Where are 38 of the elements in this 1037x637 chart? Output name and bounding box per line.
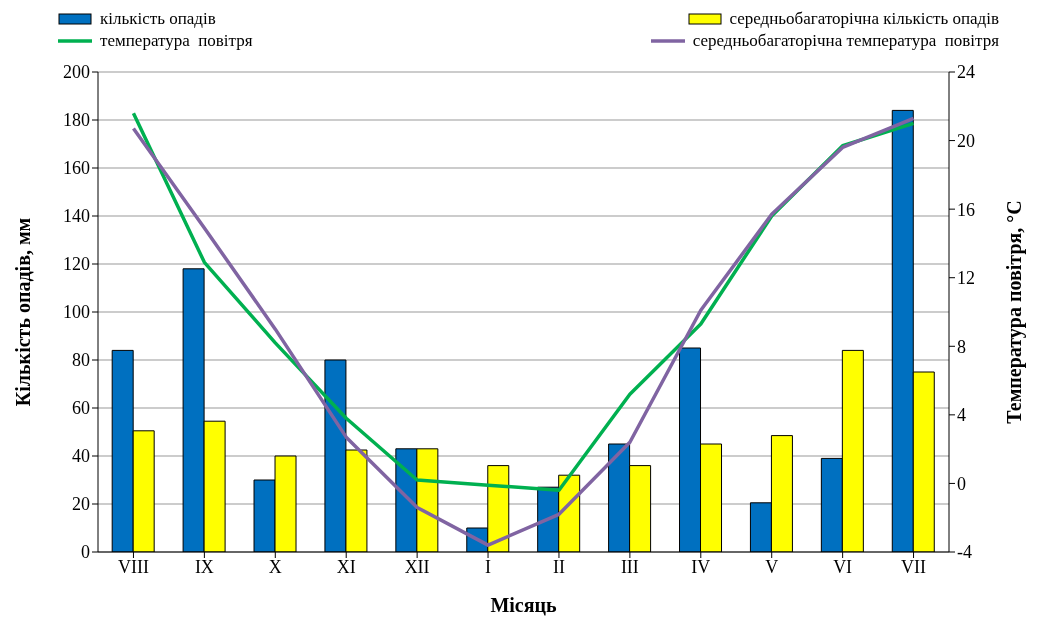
legend-label: температура повітря <box>100 31 253 51</box>
y2-tick-label: 8 <box>957 336 966 357</box>
y-tick-label: 180 <box>63 110 90 131</box>
y-tick-label: 200 <box>63 62 90 83</box>
x-tick-label: VI <box>833 556 853 577</box>
y-tick-label: 80 <box>72 350 90 371</box>
y2-tick-label: 4 <box>957 405 966 426</box>
y-tick-label: 140 <box>63 206 90 227</box>
x-tick-label: VIII <box>117 556 149 577</box>
y-tick-label: 120 <box>63 254 90 275</box>
x-tick-label: XII <box>404 556 430 577</box>
y2-tick-label: 16 <box>957 199 975 220</box>
x-tick-label: IX <box>194 556 214 577</box>
y2-axis-title: Температура повітря, °С <box>1003 200 1027 424</box>
legend-label: середньобагаторічна температура повітря <box>692 31 999 51</box>
y2-tick-label: 0 <box>957 473 966 494</box>
y-tick-label: 0 <box>81 542 90 563</box>
y2-tick-label: 20 <box>957 130 975 151</box>
x-axis-title: Місяць <box>490 594 558 616</box>
legend-label: середньобагаторічна кількість опадів <box>729 9 999 29</box>
y2-tick-label: 12 <box>957 268 975 289</box>
x-tick-label: VII <box>901 556 927 577</box>
y-tick-label: 160 <box>63 158 90 179</box>
y-tick-label: 20 <box>72 494 90 515</box>
x-tick-label: III <box>620 556 639 577</box>
x-tick-label: XI <box>336 556 356 577</box>
y-tick-label: 100 <box>63 302 90 323</box>
x-tick-label: II <box>552 556 565 577</box>
legend-label: кількість опадів <box>100 9 216 29</box>
x-tick-label: V <box>765 556 779 577</box>
y2-tick-label: 24 <box>957 62 975 83</box>
y-tick-label: 60 <box>72 398 90 419</box>
y2-tick-label: -4 <box>957 542 972 563</box>
y-axis-title: Кількість опадів, мм <box>12 217 35 407</box>
x-tick-label: IV <box>691 556 711 577</box>
y-tick-label: 40 <box>72 446 90 467</box>
x-tick-label: I <box>485 556 492 577</box>
x-tick-label: X <box>268 556 282 577</box>
